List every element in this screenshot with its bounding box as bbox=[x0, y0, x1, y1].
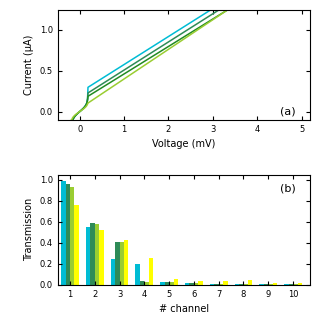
Bar bbox=[86, 227, 90, 285]
Bar bbox=[99, 230, 104, 285]
Text: (a): (a) bbox=[280, 106, 296, 116]
Bar bbox=[198, 281, 203, 285]
Bar bbox=[124, 240, 129, 285]
Bar bbox=[61, 181, 66, 285]
Bar bbox=[149, 258, 153, 285]
Bar bbox=[298, 283, 302, 285]
Bar bbox=[111, 259, 115, 285]
Bar bbox=[70, 187, 75, 285]
Bar bbox=[239, 284, 244, 285]
Bar bbox=[75, 205, 79, 285]
X-axis label: Voltage (mV): Voltage (mV) bbox=[152, 139, 216, 149]
Bar bbox=[115, 242, 120, 285]
Bar bbox=[120, 242, 124, 285]
Bar bbox=[223, 281, 228, 285]
Bar bbox=[273, 283, 277, 285]
Bar bbox=[66, 184, 70, 285]
Bar bbox=[95, 224, 99, 285]
Text: (b): (b) bbox=[280, 183, 296, 193]
Bar bbox=[289, 284, 293, 285]
Bar bbox=[90, 223, 95, 285]
X-axis label: # channel: # channel bbox=[159, 304, 209, 314]
Bar bbox=[268, 284, 273, 285]
Bar bbox=[293, 284, 298, 285]
Y-axis label: Current (μA): Current (μA) bbox=[24, 35, 34, 95]
Bar bbox=[235, 284, 239, 285]
Bar bbox=[244, 284, 248, 285]
Bar bbox=[248, 280, 252, 285]
Bar bbox=[135, 264, 140, 285]
Bar bbox=[173, 278, 178, 285]
Bar bbox=[169, 282, 173, 285]
Bar bbox=[264, 284, 268, 285]
Bar bbox=[259, 284, 264, 285]
Bar bbox=[185, 283, 189, 285]
Bar bbox=[165, 282, 169, 285]
Bar bbox=[189, 283, 194, 285]
Bar bbox=[214, 284, 219, 285]
Bar bbox=[140, 281, 144, 285]
Y-axis label: Transmission: Transmission bbox=[24, 198, 34, 261]
Bar bbox=[194, 283, 198, 285]
Bar bbox=[210, 284, 214, 285]
Bar bbox=[160, 282, 165, 285]
Bar bbox=[144, 282, 149, 285]
Bar bbox=[284, 284, 289, 285]
Bar bbox=[219, 284, 223, 285]
